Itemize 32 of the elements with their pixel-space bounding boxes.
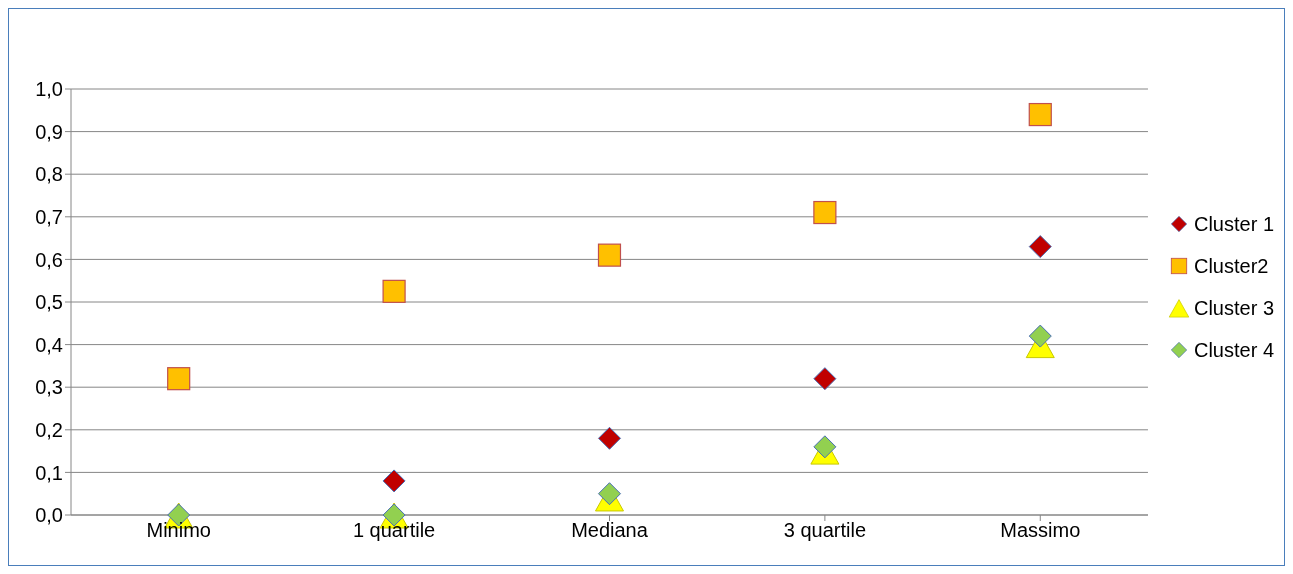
- y-tick-label: 0,9: [35, 120, 63, 143]
- x-tick-label: Mediana: [571, 519, 649, 542]
- point: [1028, 235, 1052, 259]
- legend-label: Cluster 4: [1193, 338, 1274, 363]
- y-tick-label: 0,0: [35, 504, 63, 527]
- point: [813, 200, 837, 225]
- x-tick-label: 1 quartile: [352, 519, 436, 542]
- point: [1028, 324, 1052, 348]
- x-tick-label: Minimo: [146, 519, 211, 542]
- x-tick-label: 3 quartile: [783, 519, 867, 542]
- y-tick-label: 0,4: [35, 333, 63, 356]
- point: [597, 426, 621, 450]
- y-tick-label: 0,6: [35, 248, 63, 271]
- point: [1028, 102, 1052, 127]
- y-tick-label: 0,1: [35, 461, 63, 484]
- y-tick-label: 0,3: [35, 376, 63, 399]
- point: [382, 469, 406, 493]
- point: [167, 367, 191, 391]
- point: [813, 435, 837, 459]
- x-tick-label: Massimo: [1000, 519, 1081, 542]
- y-tick-label: 1,0: [35, 78, 63, 101]
- point: [597, 482, 621, 506]
- point: [597, 243, 622, 267]
- y-tick-label: 0,2: [35, 418, 63, 441]
- legend-label: Cluster 1: [1193, 212, 1274, 237]
- legend-label: Cluster 3: [1193, 296, 1274, 321]
- point: [813, 367, 837, 391]
- y-tick-label: 0,8: [35, 163, 63, 186]
- y-tick-label: 0,5: [35, 291, 63, 314]
- point: [382, 279, 406, 303]
- legend-label: Cluster2: [1193, 254, 1269, 279]
- y-tick-label: 0,7: [35, 205, 63, 228]
